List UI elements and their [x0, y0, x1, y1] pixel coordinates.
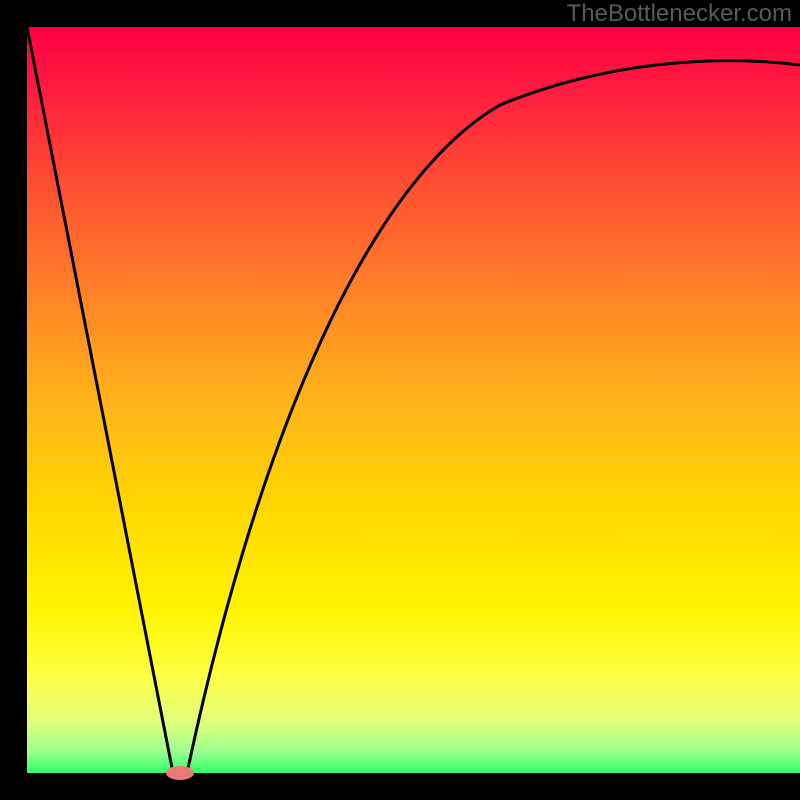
plot-area	[27, 27, 800, 773]
watermark-text: TheBottlenecker.com	[567, 0, 792, 28]
optimal-marker	[166, 766, 194, 780]
bottleneck-chart: TheBottlenecker.com	[0, 0, 800, 800]
chart-svg	[0, 0, 800, 800]
